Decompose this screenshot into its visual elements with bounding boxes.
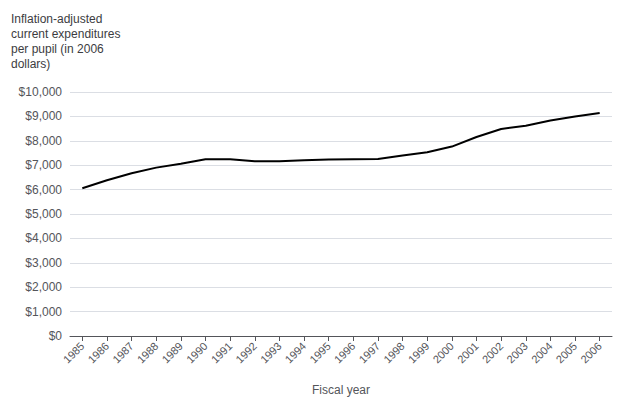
svg-text:2000: 2000 (430, 340, 456, 366)
svg-text:1996: 1996 (332, 340, 358, 366)
svg-text:1986: 1986 (85, 340, 111, 366)
svg-text:1998: 1998 (381, 340, 407, 366)
svg-text:$9,000: $9,000 (25, 109, 62, 123)
svg-text:Fiscal year: Fiscal year (312, 383, 370, 397)
svg-text:1997: 1997 (356, 340, 382, 366)
svg-text:1999: 1999 (406, 340, 432, 366)
svg-text:1995: 1995 (307, 340, 333, 366)
svg-text:2001: 2001 (455, 340, 481, 366)
svg-text:$3,000: $3,000 (25, 256, 62, 270)
svg-text:dollars): dollars) (11, 57, 50, 71)
svg-text:$5,000: $5,000 (25, 207, 62, 221)
svg-text:$1,000: $1,000 (25, 305, 62, 319)
svg-text:1993: 1993 (258, 340, 284, 366)
svg-text:$2,000: $2,000 (25, 280, 62, 294)
svg-text:2002: 2002 (480, 340, 506, 366)
svg-text:$10,000: $10,000 (19, 85, 63, 99)
svg-text:1989: 1989 (159, 340, 185, 366)
svg-text:2003: 2003 (504, 340, 530, 366)
svg-text:1987: 1987 (110, 340, 136, 366)
svg-text:per pupil (in 2006: per pupil (in 2006 (11, 42, 104, 56)
svg-text:1988: 1988 (135, 340, 161, 366)
svg-text:1991: 1991 (209, 340, 235, 366)
svg-text:$6,000: $6,000 (25, 183, 62, 197)
svg-text:$8,000: $8,000 (25, 134, 62, 148)
svg-text:1985: 1985 (61, 340, 87, 366)
svg-text:current expenditures: current expenditures (11, 27, 120, 41)
svg-text:2006: 2006 (578, 340, 604, 366)
svg-text:Inflation-adjusted: Inflation-adjusted (11, 12, 102, 26)
svg-text:$0: $0 (49, 329, 63, 343)
svg-text:1990: 1990 (184, 340, 210, 366)
svg-text:2005: 2005 (554, 340, 580, 366)
svg-text:$4,000: $4,000 (25, 231, 62, 245)
svg-text:$7,000: $7,000 (25, 158, 62, 172)
svg-text:1992: 1992 (233, 340, 259, 366)
svg-text:2004: 2004 (529, 340, 555, 366)
svg-text:1994: 1994 (283, 340, 309, 366)
